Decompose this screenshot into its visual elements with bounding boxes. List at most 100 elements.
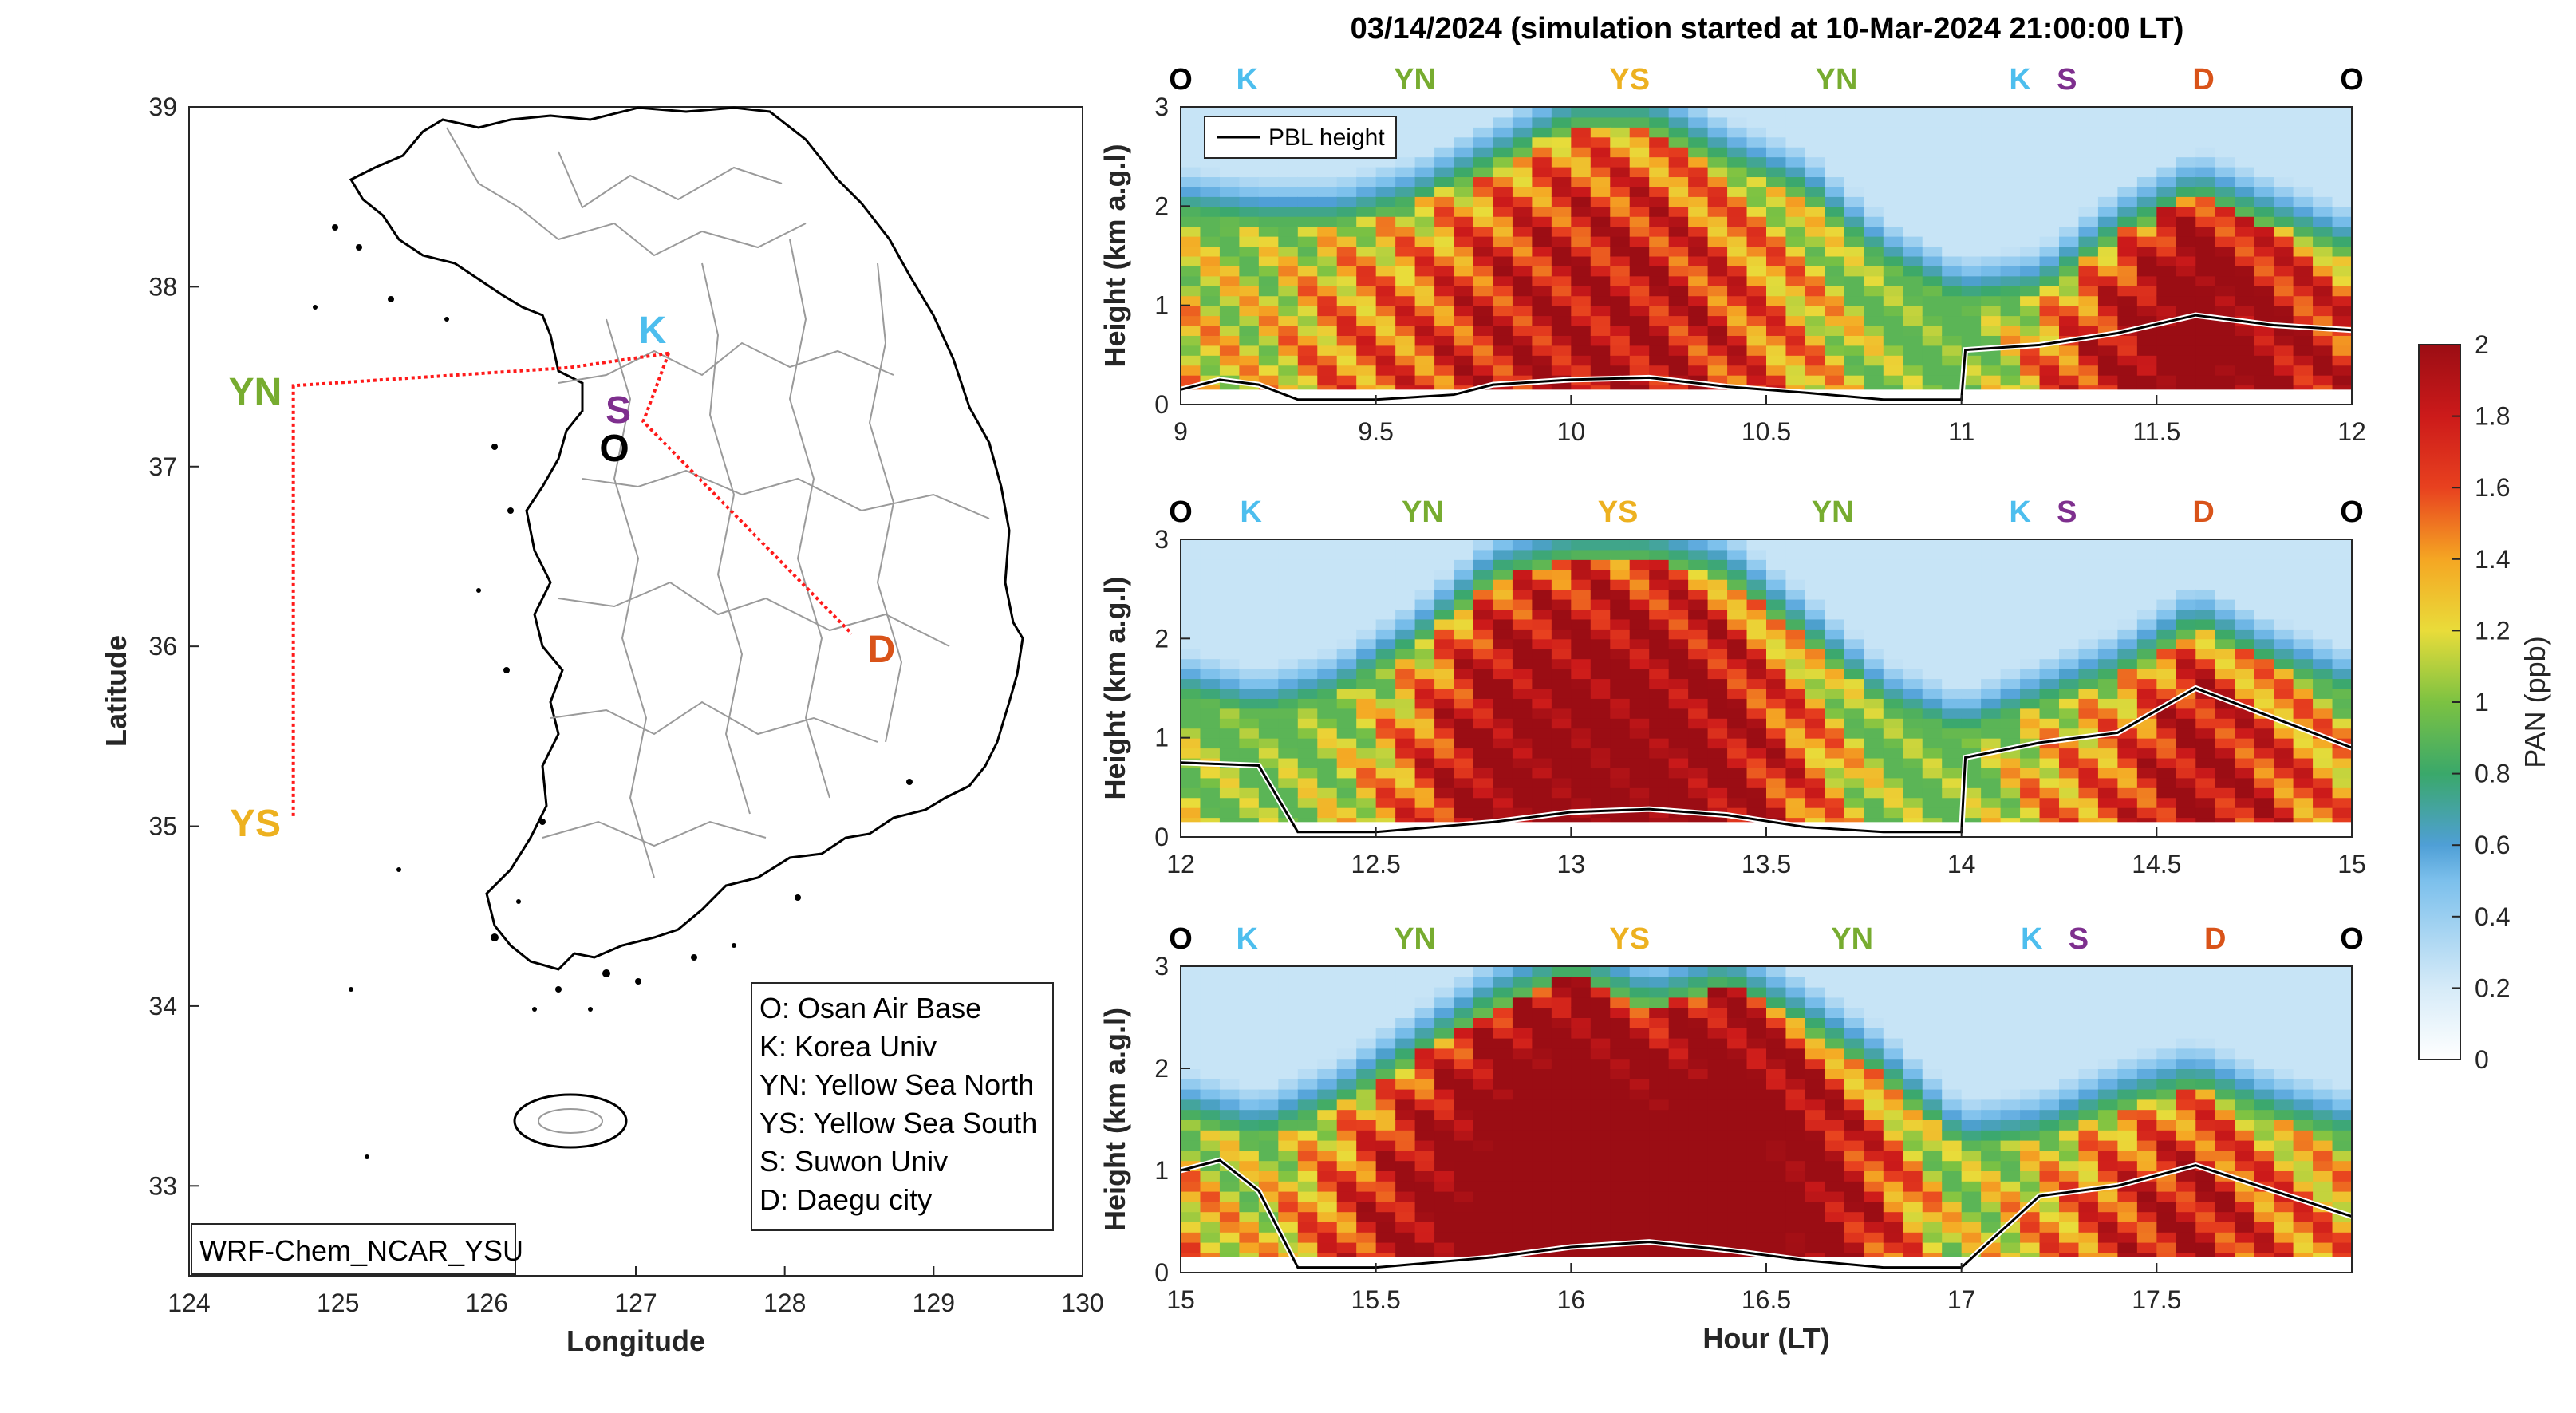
heat-cell	[1590, 748, 1611, 759]
heat-cell	[1258, 1058, 1280, 1069]
heat-cell	[1473, 578, 1494, 590]
heat-cell	[1375, 345, 1397, 356]
heat-cell	[1883, 334, 1904, 346]
heat-cell	[1239, 986, 1260, 998]
heat-cell	[1375, 986, 1397, 998]
heat-cell	[1454, 1129, 1474, 1141]
heat-cell	[1395, 1007, 1416, 1018]
heat-cell	[2254, 807, 2275, 819]
heat-cell	[1551, 354, 1572, 366]
heat-cell	[1434, 598, 1455, 610]
heat-cell	[1629, 1109, 1651, 1120]
heat-cell	[1590, 305, 1611, 317]
heat-cell	[1258, 1231, 1280, 1243]
heat-cell	[1883, 708, 1904, 719]
heat-cell	[1590, 1099, 1611, 1111]
heat-cell	[1864, 136, 1884, 148]
heat-cell	[1317, 1017, 1338, 1028]
heat-cell	[2215, 365, 2236, 376]
heat-cell	[2059, 1170, 2080, 1182]
heat-cell	[1512, 255, 1533, 266]
heat-cell	[2059, 107, 2080, 118]
heat-cell	[1688, 549, 1709, 560]
heat-cell	[1864, 748, 1884, 759]
heat-cell	[1649, 1099, 1670, 1111]
heat-cell	[1181, 235, 1201, 247]
heat-cell	[2039, 678, 2060, 689]
heat-cell	[2020, 648, 2041, 660]
heat-cell	[2059, 186, 2080, 197]
heat-cell	[1278, 1139, 1299, 1151]
heat-cell	[1942, 156, 1963, 168]
heat-cell	[2235, 678, 2255, 689]
heat-cell	[2136, 728, 2158, 739]
heat-cell	[2078, 1190, 2099, 1202]
heat-cell	[1532, 1190, 1552, 1202]
heat-cell	[1356, 598, 1377, 610]
y-tick-label: 1	[1154, 291, 1169, 320]
heat-cell	[1493, 598, 1513, 610]
heat-cell	[1903, 757, 1923, 768]
heat-cell	[1844, 295, 1865, 306]
heat-cell	[1649, 1180, 1670, 1192]
heat-cell	[1707, 1211, 1729, 1222]
heat-cell	[1454, 195, 1474, 207]
heat-cell	[1844, 558, 1865, 570]
heat-cell	[1532, 1048, 1552, 1060]
heat-cell	[1395, 1068, 1416, 1079]
heat-cell	[1336, 285, 1358, 297]
heat-cell	[2078, 986, 2099, 998]
heat-cell	[1864, 1017, 1884, 1028]
heat-cell	[1356, 1129, 1377, 1141]
heat-cell	[1688, 787, 1709, 799]
heat-cell	[2195, 334, 2216, 346]
heat-cell	[1317, 737, 1338, 749]
heat-cell	[2235, 226, 2255, 237]
heat-cell	[1493, 285, 1513, 297]
heat-cell	[1571, 215, 1592, 227]
heat-cell	[1317, 1068, 1338, 1079]
heat-cell	[2078, 807, 2099, 819]
heat-cell	[2293, 265, 2314, 277]
heat-cell	[1512, 215, 1533, 227]
heat-cell	[1571, 1068, 1592, 1079]
heat-cell	[1493, 215, 1513, 227]
heat-cell	[1473, 334, 1494, 346]
heat-cell	[1493, 737, 1513, 749]
heat-cell	[1864, 1119, 1884, 1131]
heat-cell	[1746, 345, 1767, 356]
heat-cell	[1356, 265, 1377, 277]
heat-cell	[1590, 1068, 1611, 1079]
heat-cell	[1258, 255, 1280, 266]
heat-cell	[1239, 1027, 1260, 1039]
heat-cell	[1688, 126, 1709, 138]
heat-cell	[1590, 569, 1611, 580]
heat-cell	[1883, 195, 1904, 207]
heat-cell	[1258, 797, 1280, 808]
heat-cell	[1707, 618, 1729, 630]
heat-cell	[1454, 1109, 1474, 1120]
heat-cell	[1493, 797, 1513, 808]
heat-cell	[1532, 1078, 1552, 1090]
heat-cell	[1961, 797, 1982, 808]
heat-cell	[2117, 737, 2138, 749]
heat-cell	[1181, 195, 1201, 207]
heat-cell	[1707, 1129, 1729, 1141]
heat-cell	[2332, 578, 2352, 590]
heat-cell	[1688, 717, 1709, 729]
heat-cell	[1512, 1068, 1533, 1079]
heat-cell	[1785, 1078, 1806, 1090]
heat-cell	[1571, 986, 1592, 998]
heat-cell	[2274, 156, 2294, 168]
heat-cell	[1746, 807, 1767, 819]
heat-cell	[1239, 976, 1260, 988]
heat-cell	[1766, 648, 1787, 660]
heat-cell	[1805, 255, 1826, 266]
heat-cell	[2117, 315, 2138, 326]
heat-cell	[1434, 767, 1455, 779]
heat-cell	[1571, 1170, 1592, 1182]
heat-cell	[1805, 285, 1826, 297]
heat-cell	[1317, 1211, 1338, 1222]
heat-cell	[1239, 1201, 1260, 1213]
heat-cell	[1219, 737, 1241, 749]
